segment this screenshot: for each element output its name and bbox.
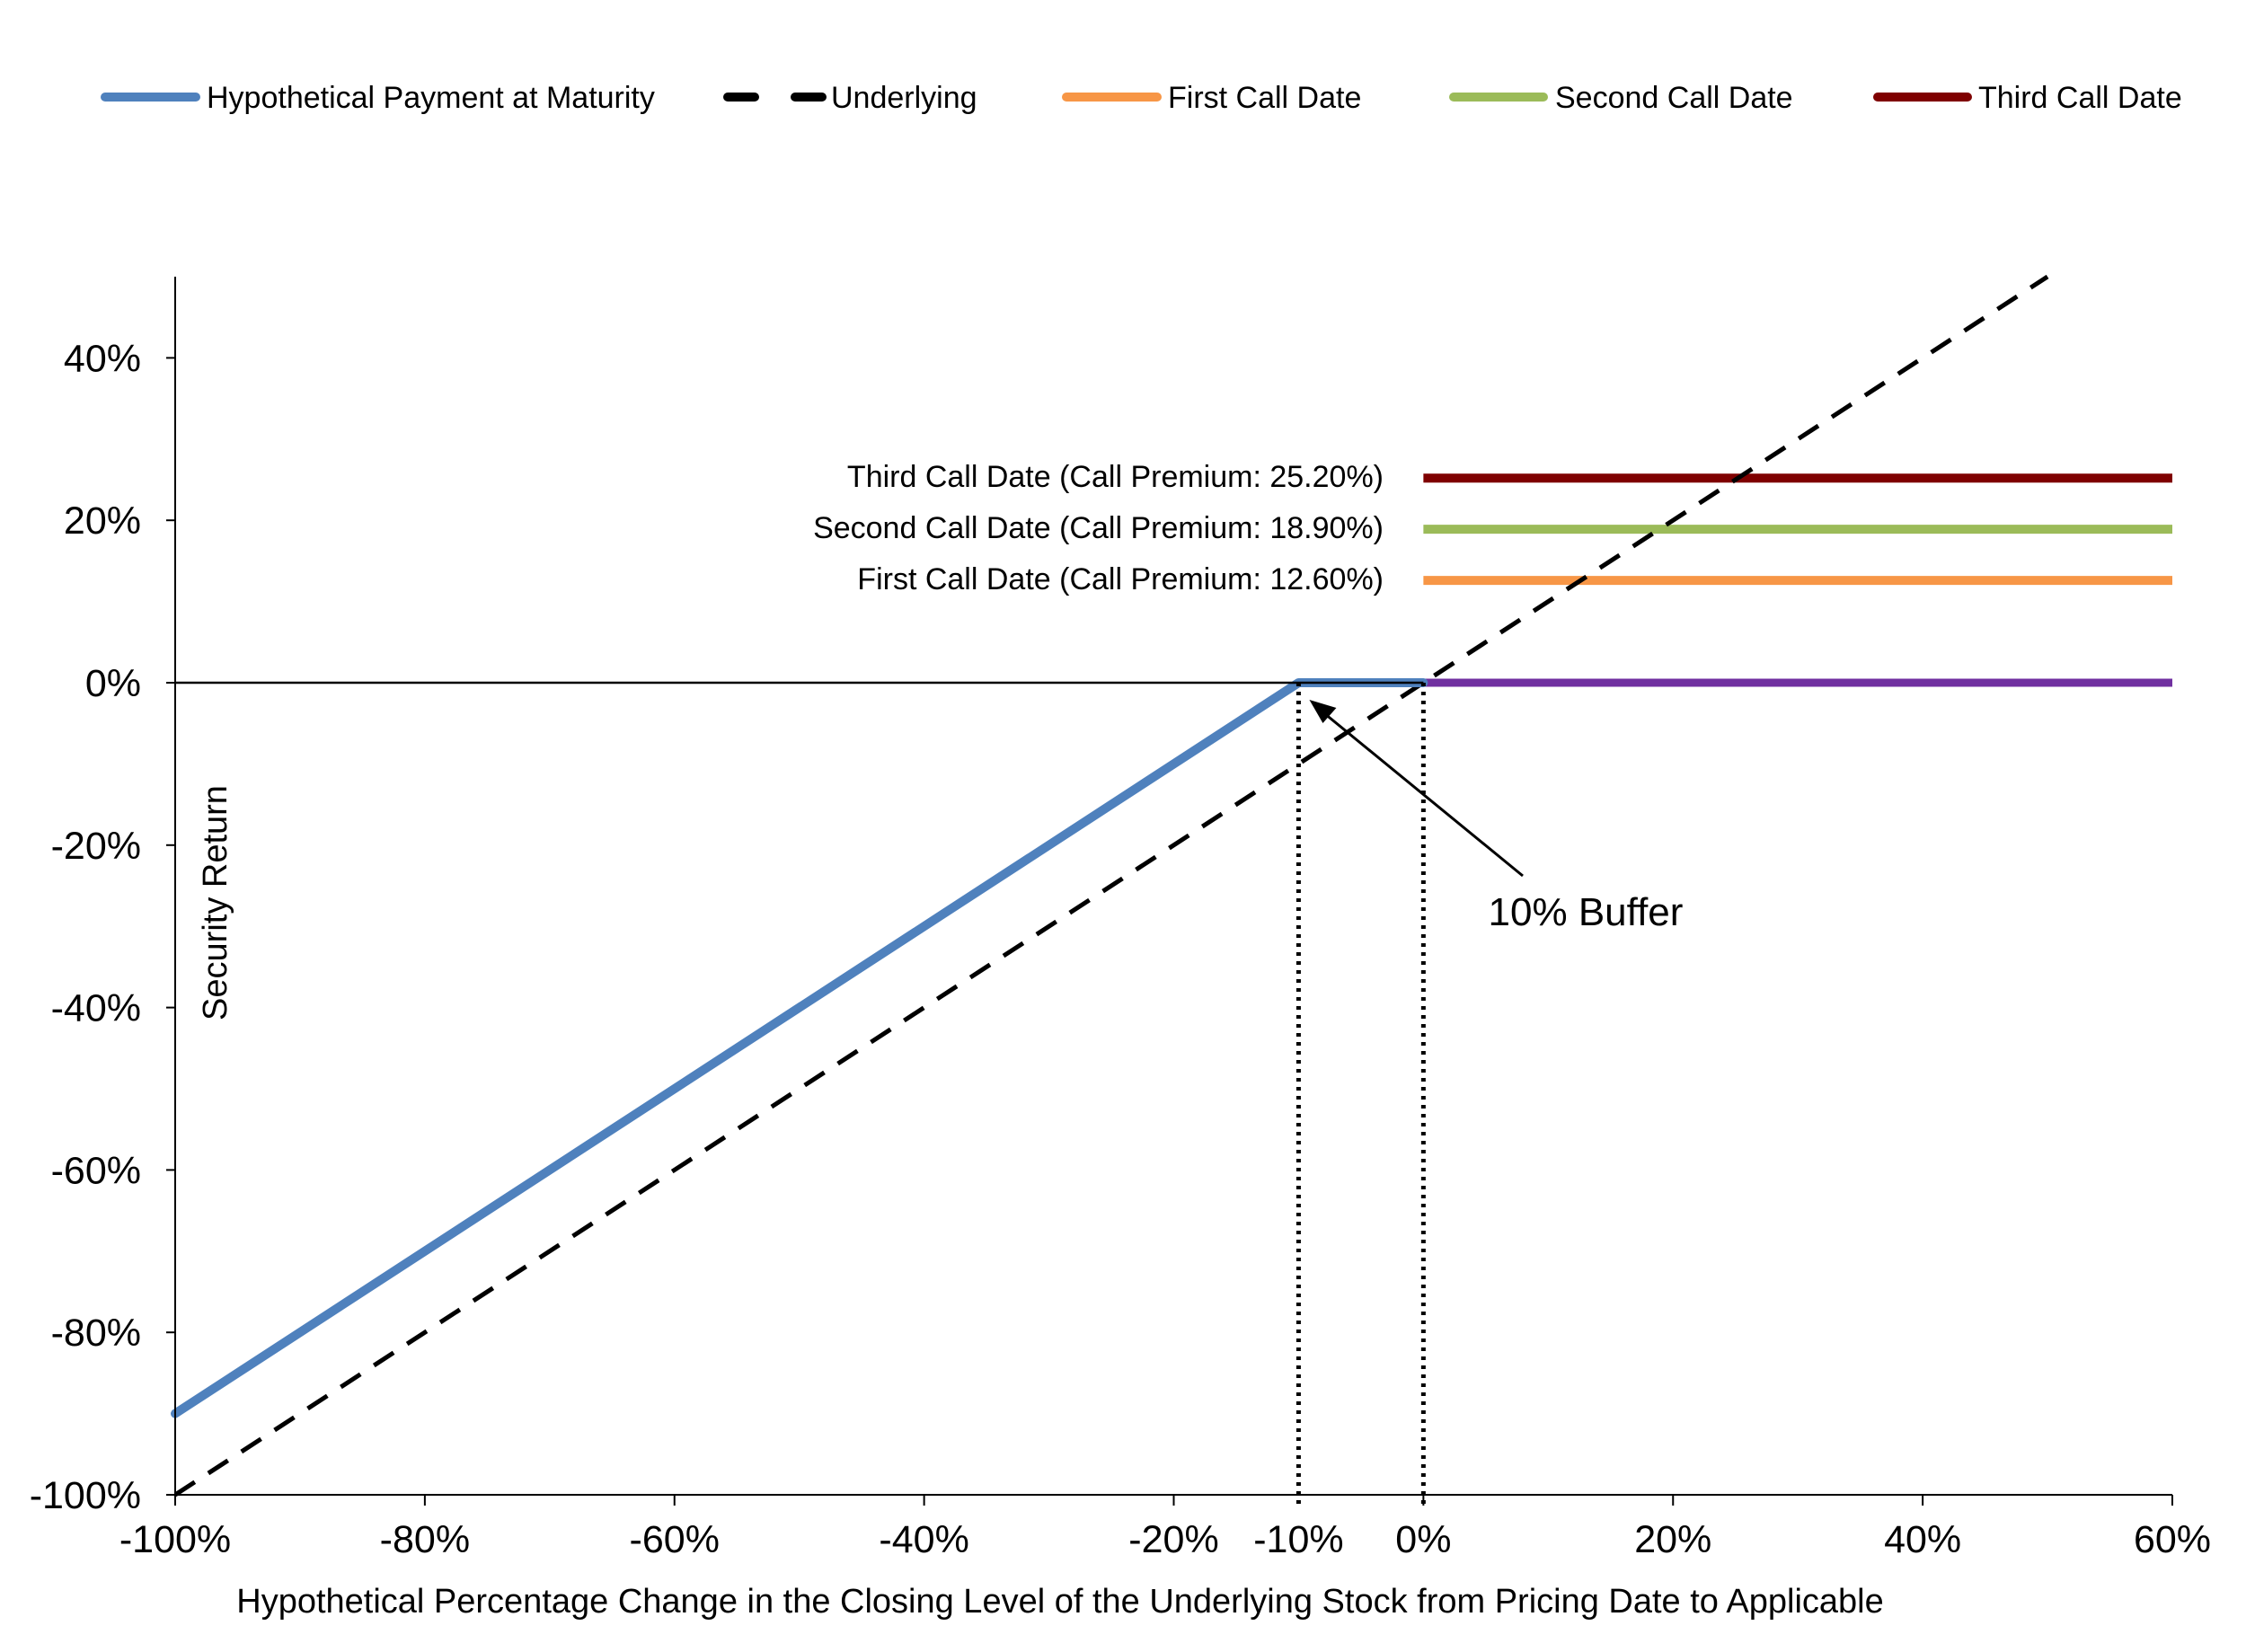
y-tick-label: -20% xyxy=(51,825,141,868)
buffer-arrow-head xyxy=(1309,700,1337,723)
axes-layer: -100% -80% -60% -40% -20% 0% 20% 40% -100% -80% -6… xyxy=(30,277,2211,1561)
x-axis-title: Hypothetical Percentage Change in the Cl… xyxy=(236,1583,1883,1621)
legend: Hypothetical Payment at Maturity Underlyi… xyxy=(101,81,2182,115)
legend-label-5: Third Call Date xyxy=(1978,81,2182,115)
call-premium-label: Second Call Date (Call Premium: 18.90%) xyxy=(813,511,1384,545)
x-tick-label: -20% xyxy=(1128,1518,1218,1561)
y-tick-label: -80% xyxy=(51,1312,141,1355)
x-tick-label: 60% xyxy=(2134,1518,2211,1561)
underlying-line xyxy=(173,274,2049,1497)
legend-label-1: Hypothetical Payment at Maturity xyxy=(207,81,655,115)
annotation-layer: Third Call Date (Call Premium: 25.20%) Se… xyxy=(813,460,1683,1506)
x-tick-label: 0% xyxy=(1395,1518,1451,1561)
y-tick-label: 0% xyxy=(85,662,141,705)
y-tick-label: 40% xyxy=(64,337,141,380)
buffer-arrow-line xyxy=(1315,705,1524,878)
call-premium-label: Third Call Date (Call Premium: 25.20%) xyxy=(847,460,1384,494)
buffer-label: 10% Buffer xyxy=(1489,890,1684,934)
x-tick-label: -80% xyxy=(380,1518,470,1561)
y-tick-label: -60% xyxy=(51,1149,141,1192)
x-tick-label: -40% xyxy=(879,1518,968,1561)
x-tick-label: 20% xyxy=(1634,1518,1711,1561)
y-axis-title: Security Return xyxy=(197,785,234,1020)
payment-line xyxy=(171,678,1428,1418)
y-tick-label: -100% xyxy=(30,1474,141,1517)
y-tick-label: 20% xyxy=(64,499,141,543)
x-tick-label: 40% xyxy=(1884,1518,1961,1561)
legend-label-2: Underlying xyxy=(831,81,977,115)
x-tick-label: -60% xyxy=(630,1518,720,1561)
x-tick-label: -10% xyxy=(1253,1518,1343,1561)
legend-label-4: Second Call Date xyxy=(1555,81,1793,115)
call-premium-label: First Call Date (Call Premium: 12.60%) xyxy=(857,562,1384,596)
legend-label-3: First Call Date xyxy=(1168,81,1361,115)
x-tick-label: -100% xyxy=(119,1518,231,1561)
y-tick-label: -40% xyxy=(51,987,141,1030)
